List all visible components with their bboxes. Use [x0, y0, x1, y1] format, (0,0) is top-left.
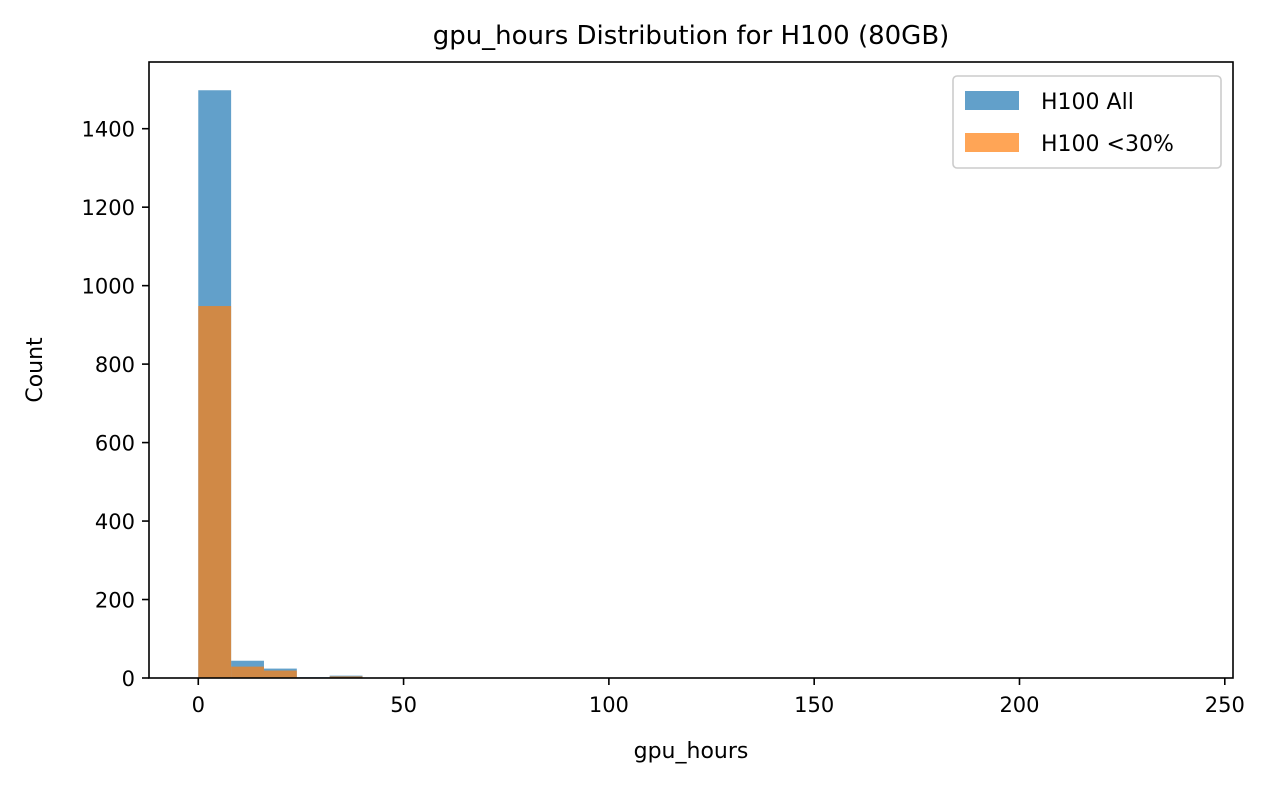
- x-tick-label: 100: [589, 693, 629, 717]
- x-axis: 0 50 100 150 200 250: [192, 678, 1245, 717]
- x-tick-label: 150: [794, 693, 834, 717]
- y-tick-label: 1200: [82, 196, 135, 220]
- legend-label-h100-all: H100 All: [1041, 90, 1134, 115]
- y-tick-label: 600: [95, 432, 135, 456]
- y-axis: 0 200 400 600 800 1000 1200 1400: [82, 118, 149, 691]
- histogram-bar-s1-b1: [231, 666, 264, 678]
- legend: H100 All H100 <30%: [952, 75, 1222, 169]
- chart-title: gpu_hours Distribution for H100 (80GB): [433, 21, 950, 51]
- y-tick-label: 1000: [82, 275, 135, 299]
- x-tick-label: 0: [192, 693, 205, 717]
- y-axis-title: Count: [23, 337, 48, 403]
- legend-swatch-h100-all: [965, 91, 1019, 110]
- plot-frame: [148, 61, 1234, 679]
- y-tick-label: 400: [95, 510, 135, 534]
- legend-label-h100-under-30: H100 <30%: [1041, 132, 1174, 157]
- y-tick-label: 200: [95, 589, 135, 613]
- x-axis-title: gpu_hours: [634, 739, 749, 764]
- x-tick-label: 200: [999, 693, 1039, 717]
- histogram-bar-s1-b2: [263, 670, 297, 678]
- bars-layer: [198, 90, 363, 678]
- histogram-bar-s1-b0: [198, 306, 232, 678]
- y-tick-label: 0: [122, 667, 135, 691]
- y-tick-label: 1400: [82, 118, 135, 142]
- y-tick-label: 800: [95, 353, 135, 377]
- legend-swatch-h100-under-30: [965, 133, 1019, 152]
- legend-frame: [952, 75, 1222, 169]
- x-tick-label: 50: [390, 693, 417, 717]
- x-tick-label: 250: [1205, 693, 1245, 717]
